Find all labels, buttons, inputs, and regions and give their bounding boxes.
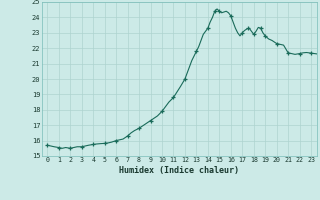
X-axis label: Humidex (Indice chaleur): Humidex (Indice chaleur): [119, 166, 239, 175]
